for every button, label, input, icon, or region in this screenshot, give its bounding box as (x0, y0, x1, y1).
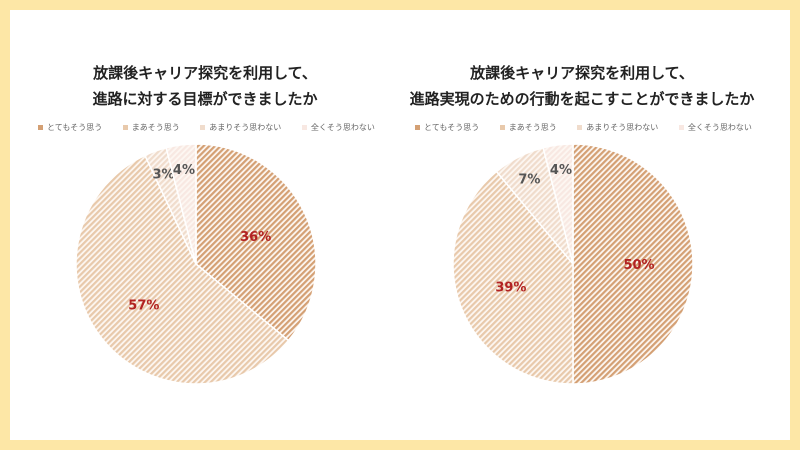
legend-label: とてもそう思う (47, 123, 103, 132)
chart-title-line-2: 進路実現のための行動を起こすことができましたか (409, 90, 755, 108)
chart-title-line-2: 進路に対する目標ができましたか (92, 90, 318, 108)
legend-swatch (499, 125, 505, 130)
legend-item: 全くそう思わない (301, 122, 375, 133)
chart-title: 放課後キャリア探究を利用して、 進路実現のための行動を起こすことができましたか (387, 60, 777, 112)
chart-legend: とてもそう思う まあそう思う あまりそう思わない 全くそう思わない (415, 122, 777, 133)
pie-slice-strongly-disagree (542, 143, 574, 265)
pie-slice-somewhat-agree (75, 154, 290, 385)
legend-item: あまりそう思わない (577, 122, 658, 133)
legend-label: あまりそう思わない (209, 123, 282, 132)
data-label-strongly-disagree: 4% (173, 163, 195, 178)
legend-swatch (200, 125, 206, 130)
chart-panel-right: 放課後キャリア探究を利用して、 進路実現のための行動を起こすことができましたか … (387, 10, 777, 440)
chart-title-line-1: 放課後キャリア探究を利用して、 (93, 64, 317, 82)
pie-slice-strongly-disagree (165, 143, 197, 265)
chart-legend: とてもそう思う まあそう思う あまりそう思わない 全くそう思わない (38, 122, 400, 133)
pie-chart: 36% 57% 3%4% (75, 143, 317, 385)
legend-item: とてもそう思う (38, 122, 102, 133)
legend-item: まあそう思う (122, 122, 180, 133)
data-label-strongly-agree: 36% (240, 230, 271, 245)
legend-item: まあそう思う (499, 122, 557, 133)
data-label-strongly-disagree: 4% (550, 163, 572, 178)
data-label-somewhat-agree: 57% (128, 298, 159, 313)
legend-swatch (122, 125, 128, 130)
chart-title: 放課後キャリア探究を利用して、 進路に対する目標ができましたか (10, 60, 400, 112)
legend-label: 全くそう思わない (687, 123, 752, 132)
legend-label: まあそう思う (508, 123, 557, 132)
pie-slice-strongly-agree (195, 143, 317, 342)
legend-label: あまりそう思わない (586, 123, 659, 132)
data-label-strongly-agree: 50% (623, 258, 654, 273)
pie-chart: 50% 39% 7% 4% (452, 143, 694, 385)
legend-label: 全くそう思わない (310, 123, 375, 132)
pie-slice-strongly-agree (572, 143, 694, 385)
chart-frame: 放課後キャリア探究を利用して、 進路に対する目標ができましたか とてもそう思う … (10, 10, 790, 440)
legend-item: 全くそう思わない (678, 122, 752, 133)
data-label-somewhat-disagree: 3% (152, 168, 174, 183)
data-label-somewhat-agree: 39% (495, 280, 526, 295)
chart-title-line-1: 放課後キャリア探究を利用して、 (470, 64, 694, 82)
legend-label: まあそう思う (131, 123, 180, 132)
chart-panel-left: 放課後キャリア探究を利用して、 進路に対する目標ができましたか とてもそう思う … (10, 10, 400, 440)
legend-label: とてもそう思う (424, 123, 480, 132)
legend-swatch (415, 125, 420, 130)
legend-item: あまりそう思わない (200, 122, 281, 133)
legend-swatch (38, 125, 43, 130)
legend-item: とてもそう思う (415, 122, 479, 133)
legend-swatch (577, 125, 583, 130)
legend-swatch (301, 125, 307, 130)
data-label-somewhat-disagree: 7% (518, 172, 540, 187)
pie-slice-somewhat-agree (452, 170, 574, 385)
legend-swatch (678, 125, 684, 130)
